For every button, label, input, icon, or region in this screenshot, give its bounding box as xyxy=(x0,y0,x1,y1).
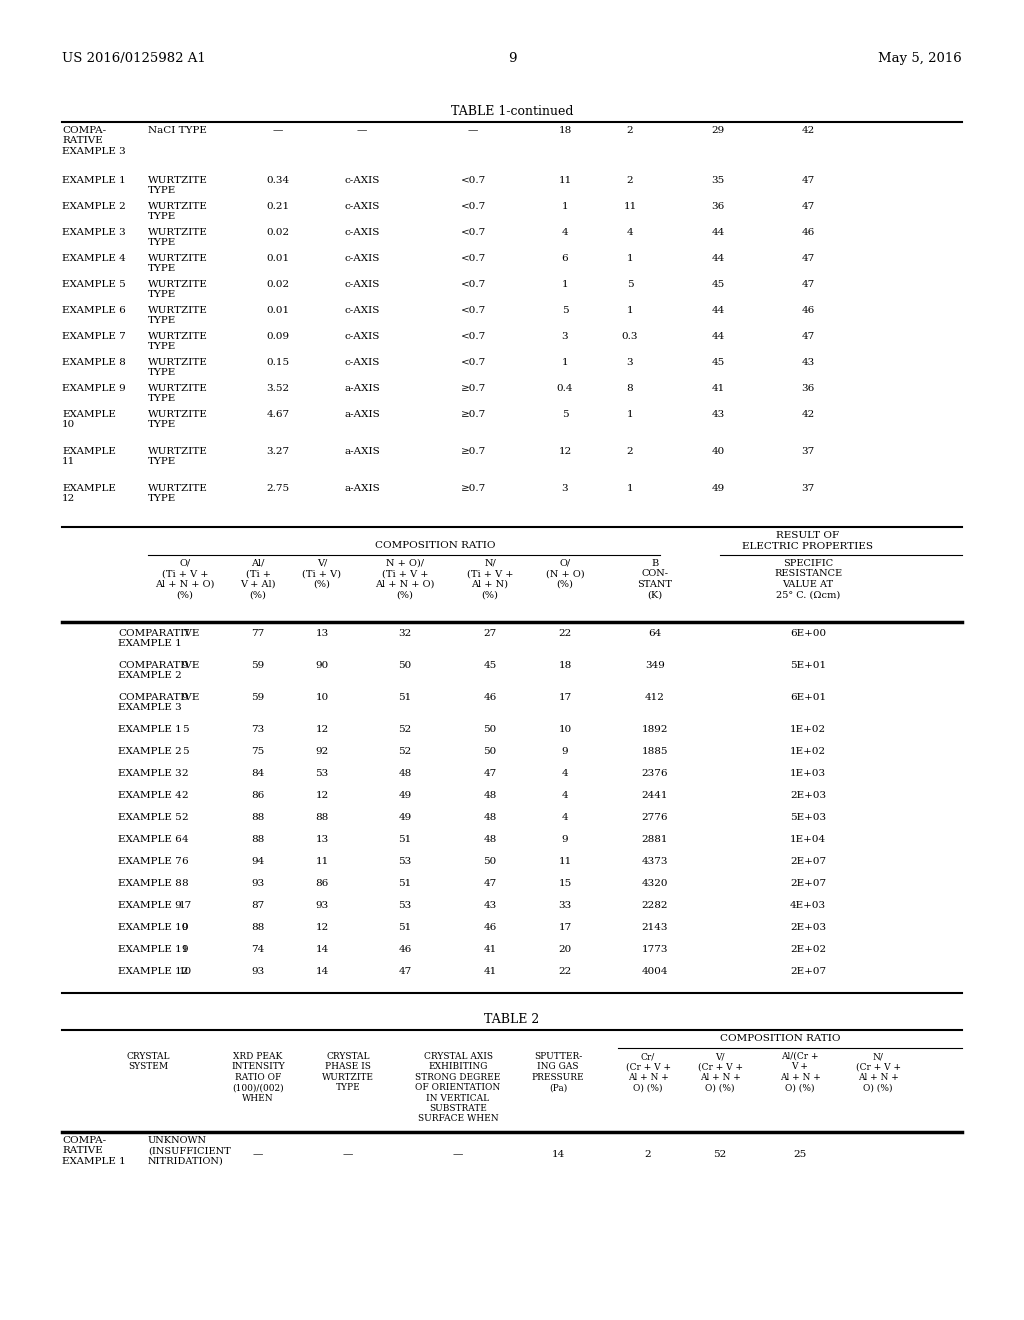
Text: 36: 36 xyxy=(802,384,815,393)
Text: 2: 2 xyxy=(627,125,633,135)
Text: 2E+02: 2E+02 xyxy=(790,945,826,954)
Text: 47: 47 xyxy=(398,968,412,975)
Text: 1773: 1773 xyxy=(642,945,669,954)
Text: 10: 10 xyxy=(558,725,571,734)
Text: c-AXIS: c-AXIS xyxy=(344,202,380,211)
Text: WURTZITE
TYPE: WURTZITE TYPE xyxy=(148,228,208,247)
Text: 47: 47 xyxy=(483,770,497,777)
Text: 2E+07: 2E+07 xyxy=(790,879,826,888)
Text: 22: 22 xyxy=(558,630,571,638)
Text: c-AXIS: c-AXIS xyxy=(344,280,380,289)
Text: 49: 49 xyxy=(398,791,412,800)
Text: EXAMPLE 6: EXAMPLE 6 xyxy=(118,836,181,843)
Text: 42: 42 xyxy=(802,411,815,418)
Text: 53: 53 xyxy=(398,857,412,866)
Text: 10: 10 xyxy=(178,968,191,975)
Text: 10: 10 xyxy=(315,693,329,702)
Text: 51: 51 xyxy=(398,836,412,843)
Text: 14: 14 xyxy=(315,945,329,954)
Text: 2282: 2282 xyxy=(642,902,669,909)
Text: 8: 8 xyxy=(627,384,633,393)
Text: 1: 1 xyxy=(562,358,568,367)
Text: 44: 44 xyxy=(712,306,725,315)
Text: 27: 27 xyxy=(483,630,497,638)
Text: 15: 15 xyxy=(558,879,571,888)
Text: 59: 59 xyxy=(251,661,264,671)
Text: 3: 3 xyxy=(562,484,568,492)
Text: 45: 45 xyxy=(712,358,725,367)
Text: 49: 49 xyxy=(712,484,725,492)
Text: 52: 52 xyxy=(714,1150,727,1159)
Text: 93: 93 xyxy=(315,902,329,909)
Text: EXAMPLE 8: EXAMPLE 8 xyxy=(62,358,126,367)
Text: 14: 14 xyxy=(315,968,329,975)
Text: 48: 48 xyxy=(483,791,497,800)
Text: 2.75: 2.75 xyxy=(266,484,290,492)
Text: c-AXIS: c-AXIS xyxy=(344,176,380,185)
Text: —: — xyxy=(356,125,368,135)
Text: <0.7: <0.7 xyxy=(461,176,485,185)
Text: COMPA-
RATIVE
EXAMPLE 3: COMPA- RATIVE EXAMPLE 3 xyxy=(62,125,126,156)
Text: EXAMPLE 11: EXAMPLE 11 xyxy=(118,945,188,954)
Text: 0.15: 0.15 xyxy=(266,358,290,367)
Text: <0.7: <0.7 xyxy=(461,306,485,315)
Text: 6: 6 xyxy=(562,253,568,263)
Text: EXAMPLE 3: EXAMPLE 3 xyxy=(62,228,126,238)
Text: WURTZITE
TYPE: WURTZITE TYPE xyxy=(148,384,208,404)
Text: 9: 9 xyxy=(508,51,516,65)
Text: 3.52: 3.52 xyxy=(266,384,290,393)
Text: 0.09: 0.09 xyxy=(266,333,290,341)
Text: 42: 42 xyxy=(802,125,815,135)
Text: EXAMPLE 7: EXAMPLE 7 xyxy=(118,857,181,866)
Text: 1: 1 xyxy=(627,253,633,263)
Text: SPECIFIC
RESISTANCE
VALUE AT
25° C. (Ωcm): SPECIFIC RESISTANCE VALUE AT 25° C. (Ωcm… xyxy=(774,558,842,599)
Text: <0.7: <0.7 xyxy=(461,202,485,211)
Text: RESULT OF
ELECTRIC PROPERTIES: RESULT OF ELECTRIC PROPERTIES xyxy=(742,531,873,552)
Text: 40: 40 xyxy=(712,447,725,455)
Text: 49: 49 xyxy=(398,813,412,822)
Text: 5: 5 xyxy=(562,411,568,418)
Text: Al/(Cr +
V +
Al + N +
O) (%): Al/(Cr + V + Al + N + O) (%) xyxy=(779,1052,820,1092)
Text: WURTZITE
TYPE: WURTZITE TYPE xyxy=(148,306,208,326)
Text: XRD PEAK
INTENSITY
RATIO OF
(100)/(002)
WHEN: XRD PEAK INTENSITY RATIO OF (100)/(002) … xyxy=(231,1052,285,1102)
Text: ≥0.7: ≥0.7 xyxy=(461,447,485,455)
Text: 1E+03: 1E+03 xyxy=(790,770,826,777)
Text: a-AXIS: a-AXIS xyxy=(344,384,380,393)
Text: 48: 48 xyxy=(398,770,412,777)
Text: 46: 46 xyxy=(802,228,815,238)
Text: Cr/
(Cr + V +
Al + N +
O) (%): Cr/ (Cr + V + Al + N + O) (%) xyxy=(626,1052,671,1092)
Text: 2: 2 xyxy=(627,176,633,185)
Text: 1: 1 xyxy=(627,484,633,492)
Text: 3: 3 xyxy=(627,358,633,367)
Text: 6E+00: 6E+00 xyxy=(790,630,826,638)
Text: 37: 37 xyxy=(802,484,815,492)
Text: —: — xyxy=(343,1150,353,1159)
Text: CRYSTAL
PHASE IS
WURTZITE
TYPE: CRYSTAL PHASE IS WURTZITE TYPE xyxy=(322,1052,374,1092)
Text: TABLE 1-continued: TABLE 1-continued xyxy=(451,106,573,117)
Text: 50: 50 xyxy=(483,857,497,866)
Text: 32: 32 xyxy=(398,630,412,638)
Text: 1: 1 xyxy=(562,280,568,289)
Text: c-AXIS: c-AXIS xyxy=(344,253,380,263)
Text: EXAMPLE 8: EXAMPLE 8 xyxy=(118,879,181,888)
Text: 17: 17 xyxy=(558,693,571,702)
Text: 12: 12 xyxy=(558,447,571,455)
Text: 3.27: 3.27 xyxy=(266,447,290,455)
Text: 11: 11 xyxy=(624,202,637,211)
Text: 17: 17 xyxy=(178,902,191,909)
Text: 92: 92 xyxy=(315,747,329,756)
Text: 5: 5 xyxy=(181,725,188,734)
Text: 43: 43 xyxy=(712,411,725,418)
Text: 41: 41 xyxy=(712,384,725,393)
Text: 29: 29 xyxy=(712,125,725,135)
Text: 1: 1 xyxy=(627,306,633,315)
Text: 51: 51 xyxy=(398,879,412,888)
Text: EXAMPLE 5: EXAMPLE 5 xyxy=(62,280,126,289)
Text: 2E+07: 2E+07 xyxy=(790,968,826,975)
Text: 1885: 1885 xyxy=(642,747,669,756)
Text: 0.34: 0.34 xyxy=(266,176,290,185)
Text: c-AXIS: c-AXIS xyxy=(344,306,380,315)
Text: 4: 4 xyxy=(627,228,633,238)
Text: 45: 45 xyxy=(483,661,497,671)
Text: 59: 59 xyxy=(251,693,264,702)
